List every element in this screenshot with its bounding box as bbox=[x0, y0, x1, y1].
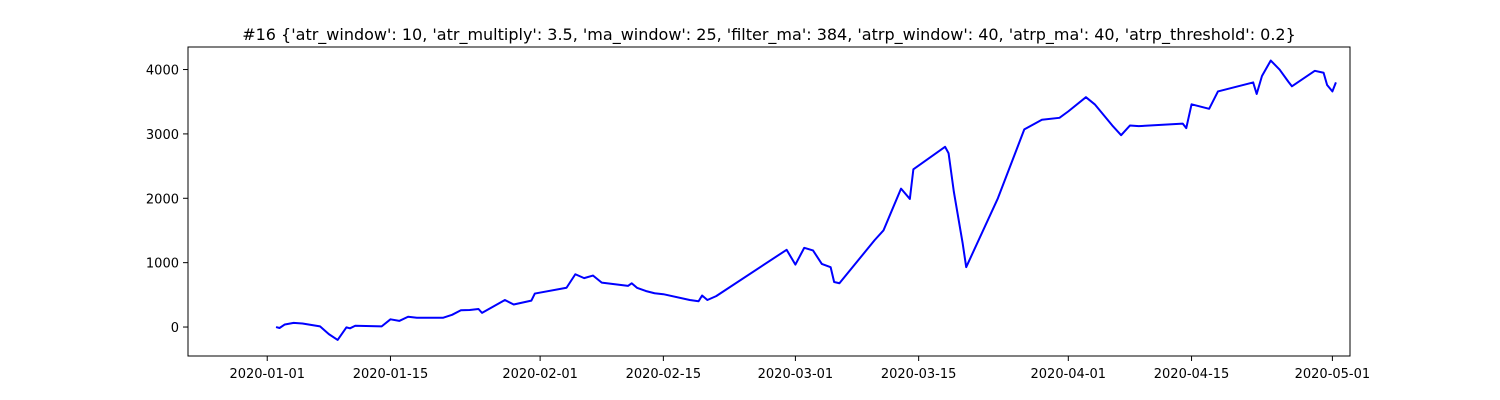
y-tick-label: 3000 bbox=[146, 128, 179, 143]
y-tick-label: 0 bbox=[171, 321, 179, 336]
y-tick-label: 2000 bbox=[146, 192, 179, 207]
x-tick-label: 2020-04-01 bbox=[1031, 367, 1107, 382]
y-tick-label: 1000 bbox=[146, 257, 179, 272]
x-tick-label: 2020-02-01 bbox=[502, 367, 578, 382]
x-tick-label: 2020-02-15 bbox=[626, 367, 702, 382]
x-tick-label: 2020-03-15 bbox=[881, 367, 957, 382]
x-tick-label: 2020-04-15 bbox=[1154, 367, 1230, 382]
y-tick-label: 4000 bbox=[146, 64, 179, 79]
axes-frame bbox=[187, 46, 1351, 357]
x-tick-label: 2020-05-01 bbox=[1295, 367, 1371, 382]
x-tick-label: 2020-01-15 bbox=[353, 367, 429, 382]
x-tick-label: 2020-01-01 bbox=[229, 367, 305, 382]
series-line-0 bbox=[275, 59, 1337, 341]
x-tick-label: 2020-03-01 bbox=[758, 367, 834, 382]
x-axis: 2020-01-01 2020-01-15 2020-02-01 2020-02-15… bbox=[229, 356, 1370, 382]
chart-title: #16 {'atr_window': 10, 'atr_multiply': 3… bbox=[242, 25, 1296, 45]
y-axis: 0 1000 2000 3000 4000 bbox=[146, 64, 188, 336]
plot-area bbox=[275, 59, 1337, 341]
